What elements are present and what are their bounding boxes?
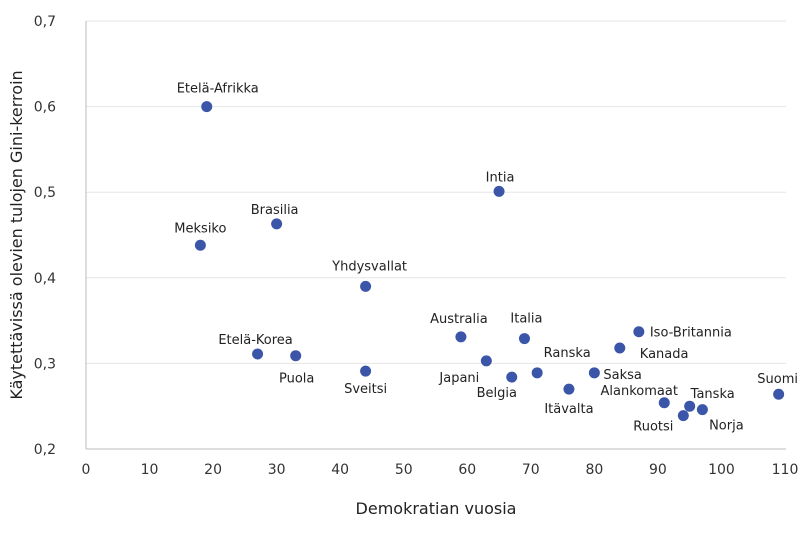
data-point <box>684 400 696 412</box>
point-label: Tanska <box>690 387 735 402</box>
point-label: Brasilia <box>251 203 299 218</box>
point-label: Meksiko <box>174 221 226 236</box>
point-label: Itävalta <box>544 402 593 417</box>
point-label: Suomi <box>757 372 798 387</box>
x-tick-labels: 0 10 20 30 40 50 60 70 80 90 100 110 <box>82 462 799 478</box>
point-label: Japani <box>438 371 479 386</box>
data-point <box>493 185 505 197</box>
data-point <box>677 410 689 422</box>
x-tick-label: 40 <box>331 462 349 478</box>
data-point <box>633 326 645 338</box>
point-label: Intia <box>486 170 515 185</box>
x-tick-label: 90 <box>649 462 667 478</box>
data-point <box>518 333 530 345</box>
data-point <box>696 404 708 416</box>
data-point <box>360 280 372 292</box>
y-tick-label: 0,5 <box>34 185 56 201</box>
point-label: Alankomaat <box>601 384 678 399</box>
point-label: Sveitsi <box>344 382 387 397</box>
y-tick-label: 0,7 <box>34 14 56 30</box>
x-tick-label: 30 <box>268 462 286 478</box>
y-axis-title: Käytettävissä olevien tulojen Gini-kerro… <box>7 70 26 399</box>
data-point <box>201 101 213 113</box>
point-label: Iso-Britannia <box>650 326 732 341</box>
x-tick-label: 100 <box>708 462 735 478</box>
point-label: Norja <box>709 419 744 434</box>
point-label: Australia <box>430 312 488 327</box>
point-label: Ruotsi <box>633 420 673 435</box>
y-tick-label: 0,6 <box>34 100 56 116</box>
y-tick-label: 0,4 <box>34 271 56 287</box>
data-point <box>531 367 543 379</box>
data-point <box>360 365 372 377</box>
x-tick-label: 80 <box>585 462 603 478</box>
x-tick-label: 60 <box>458 462 476 478</box>
data-point <box>194 239 206 251</box>
data-point <box>480 355 492 367</box>
point-label: Italia <box>510 312 542 327</box>
data-point <box>506 371 518 383</box>
data-point <box>290 350 302 362</box>
data-point <box>563 383 575 395</box>
point-label: Etelä-Afrikka <box>177 82 259 97</box>
x-tick-label: 50 <box>395 462 413 478</box>
y-tick-labels: 0,2 0,3 0,4 0,5 0,6 0,7 <box>34 14 56 458</box>
data-point <box>773 388 785 400</box>
data-point <box>658 397 670 409</box>
point-labels: Etelä-Afrikka Intia Brasilia Meksiko Yhdysva… <box>174 82 798 435</box>
point-label: Saksa <box>603 368 642 383</box>
data-point <box>252 348 264 360</box>
x-tick-label: 70 <box>522 462 540 478</box>
x-tick-label: 10 <box>141 462 159 478</box>
data-point <box>455 331 467 343</box>
y-tick-label: 0,2 <box>34 442 56 458</box>
x-tick-label: 0 <box>82 462 91 478</box>
y-tick-label: 0,3 <box>34 356 56 372</box>
point-label: Etelä-Korea <box>218 333 292 348</box>
x-axis-title: Demokratian vuosia <box>356 499 517 518</box>
data-point <box>614 342 626 354</box>
point-label: Puola <box>279 372 314 387</box>
data-point <box>271 218 283 230</box>
data-points <box>194 101 785 422</box>
data-point <box>588 367 600 379</box>
x-tick-label: 110 <box>772 462 799 478</box>
point-label: Belgia <box>477 386 517 401</box>
x-tick-label: 20 <box>204 462 222 478</box>
point-label: Kanada <box>640 347 689 362</box>
point-label: Yhdysvallat <box>331 259 407 274</box>
point-label: Ranska <box>544 346 591 361</box>
